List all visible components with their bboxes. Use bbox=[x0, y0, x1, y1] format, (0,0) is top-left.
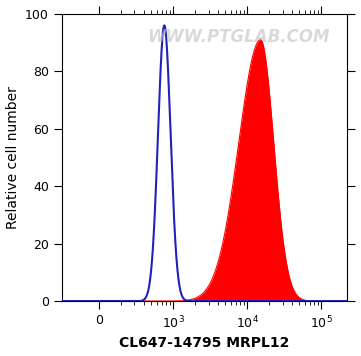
Y-axis label: Relative cell number: Relative cell number bbox=[5, 86, 19, 229]
X-axis label: CL647-14795 MRPL12: CL647-14795 MRPL12 bbox=[119, 336, 290, 350]
Text: WWW.PTGLAB.COM: WWW.PTGLAB.COM bbox=[148, 28, 330, 46]
